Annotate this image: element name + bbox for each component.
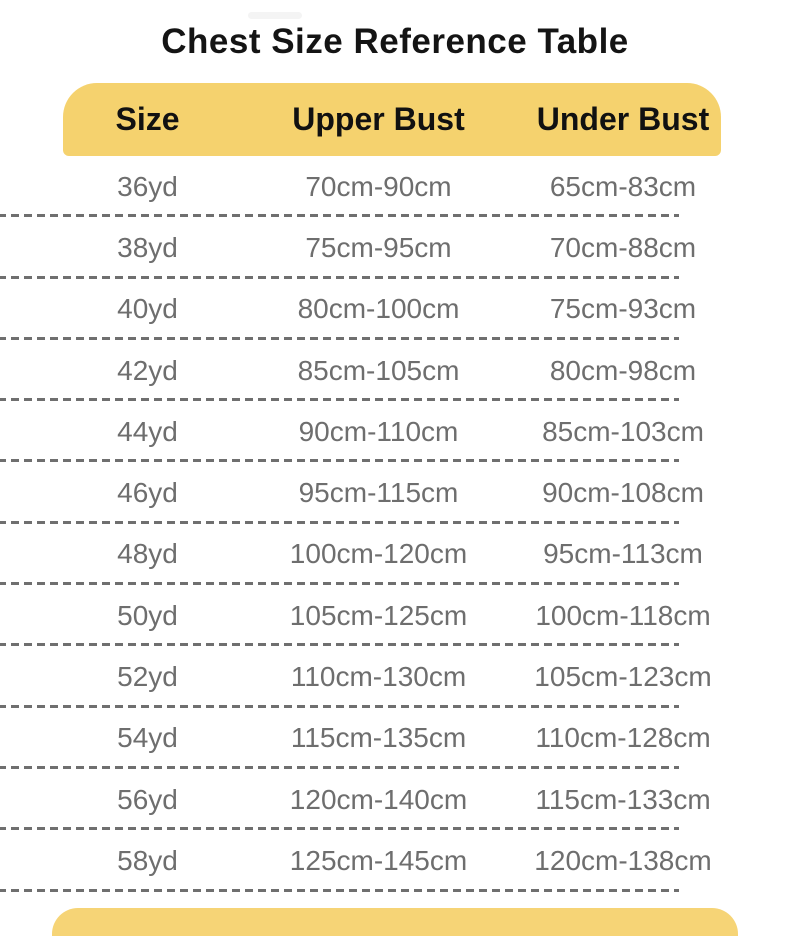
table-row: 58yd 125cm-145cm 120cm-138cm: [0, 830, 721, 892]
table-row: 44yd 90cm-110cm 85cm-103cm: [0, 401, 721, 463]
upper-bust-cell: 80cm-100cm: [297, 293, 460, 325]
size-cell: 46yd: [117, 477, 178, 509]
row-divider: [0, 459, 679, 463]
upper-bust-cell: 110cm-130cm: [290, 661, 467, 693]
upper-bust-cell: 115cm-135cm: [290, 722, 467, 754]
upper-bust-cell: 120cm-140cm: [289, 783, 468, 815]
table-header-bar: Size Upper Bust Under Bust: [63, 83, 721, 156]
row-divider: [0, 398, 679, 402]
upper-bust-cell: 95cm-115cm: [298, 477, 459, 509]
row-divider: [0, 765, 679, 769]
upper-bust-cell: 85cm-105cm: [297, 354, 460, 386]
column-header-under-bust: Under Bust: [536, 101, 710, 137]
row-divider: [0, 336, 679, 340]
size-cell: 52yd: [117, 661, 178, 693]
upper-bust-cell: 70cm-90cm: [305, 170, 452, 202]
upper-bust-cell: 90cm-110cm: [298, 415, 459, 447]
upper-bust-cell: 100cm-120cm: [289, 538, 468, 570]
size-cell: 58yd: [117, 844, 178, 876]
size-cell: 56yd: [117, 783, 178, 815]
upper-bust-cell: 105cm-125cm: [289, 599, 468, 631]
table-row: 40yd 80cm-100cm 75cm-93cm: [0, 279, 721, 340]
page-title: Chest Size Reference Table: [161, 22, 629, 61]
table-body: 36yd 70cm-90cm 65cm-83cm 38yd 75cm-95cm …: [0, 156, 790, 892]
size-cell: 36yd: [117, 170, 178, 202]
table-row: 36yd 70cm-90cm 65cm-83cm: [0, 156, 721, 218]
table-row: 52yd 110cm-130cm 105cm-123cm: [0, 646, 721, 708]
table-row: 42yd 85cm-105cm 80cm-98cm: [0, 340, 721, 402]
under-bust-cell: 95cm-113cm: [543, 538, 703, 570]
under-bust-cell: 100cm-118cm: [535, 599, 711, 631]
size-cell: 38yd: [117, 231, 178, 263]
row-divider: [0, 827, 679, 831]
size-cell: 54yd: [117, 722, 178, 754]
table-row: 50yd 105cm-125cm 100cm-118cm: [0, 585, 721, 647]
row-divider: [0, 275, 679, 279]
under-bust-cell: 65cm-83cm: [549, 170, 697, 202]
row-divider: [0, 704, 679, 708]
column-header-upper-bust: Upper Bust: [292, 101, 465, 137]
table-row: 46yd 95cm-115cm 90cm-108cm: [0, 462, 721, 524]
size-cell: 48yd: [117, 538, 178, 570]
under-bust-cell: 105cm-123cm: [534, 661, 712, 693]
watermark-smudge: [248, 12, 302, 19]
under-bust-cell: 80cm-98cm: [549, 354, 697, 386]
under-bust-cell: 90cm-108cm: [542, 477, 704, 509]
under-bust-cell: 70cm-88cm: [549, 231, 697, 263]
size-cell: 40yd: [117, 293, 178, 325]
row-divider: [0, 520, 679, 524]
row-divider: [0, 643, 679, 647]
under-bust-cell: 110cm-128cm: [535, 722, 711, 754]
table-row: 56yd 120cm-140cm 115cm-133cm: [0, 769, 721, 831]
upper-bust-cell: 75cm-95cm: [305, 231, 452, 263]
size-cell: 44yd: [117, 415, 178, 447]
upper-bust-cell: 125cm-145cm: [289, 844, 468, 876]
row-divider: [0, 214, 679, 218]
column-header-size: Size: [115, 101, 180, 137]
table-row: 48yd 100cm-120cm 95cm-113cm: [0, 524, 721, 586]
table-row: 38yd 75cm-95cm 70cm-88cm: [0, 217, 721, 279]
under-bust-cell: 75cm-93cm: [549, 293, 697, 325]
under-bust-cell: 115cm-133cm: [535, 783, 711, 815]
under-bust-cell: 85cm-103cm: [542, 415, 704, 447]
footer-bar: [52, 908, 738, 936]
under-bust-cell: 120cm-138cm: [534, 844, 712, 876]
size-cell: 50yd: [117, 599, 178, 631]
table-row: 54yd 115cm-135cm 110cm-128cm: [0, 708, 721, 769]
size-cell: 42yd: [117, 354, 178, 386]
row-divider: [0, 582, 679, 586]
row-divider: [0, 888, 679, 892]
